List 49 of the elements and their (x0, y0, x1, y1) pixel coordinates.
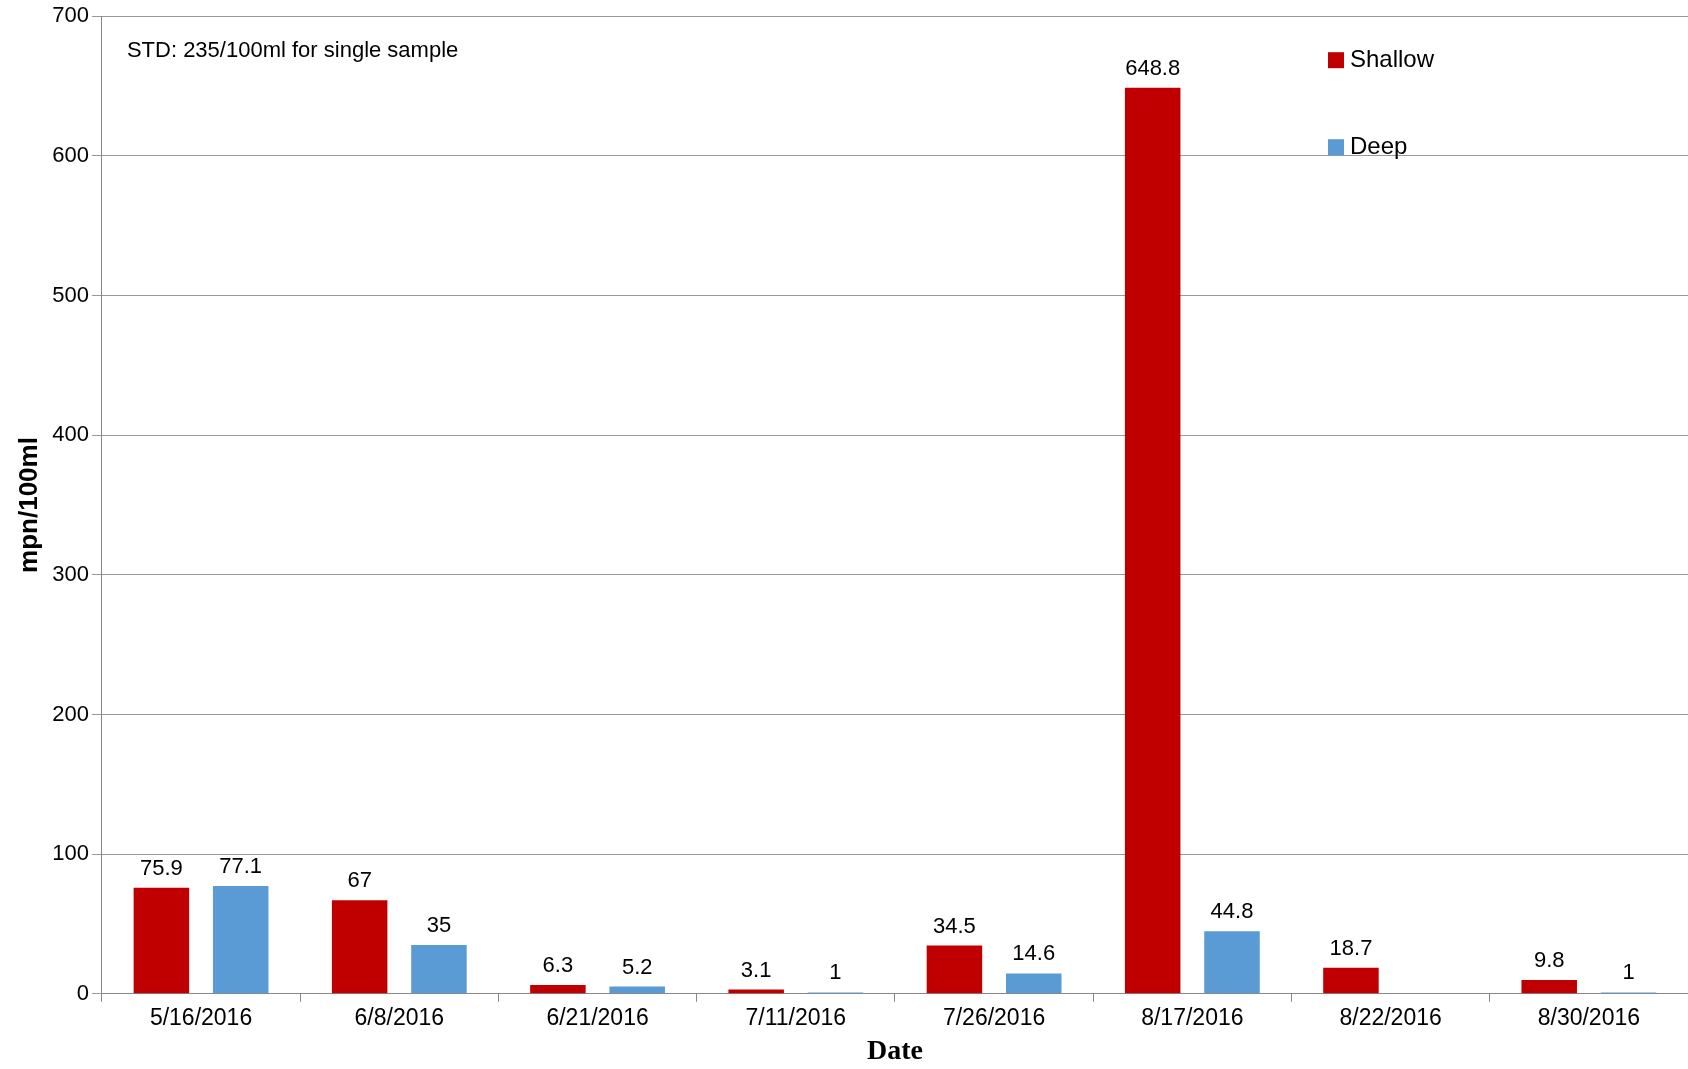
y-tick-label: 400 (52, 421, 89, 447)
data-label: 9.8 (1533, 947, 1565, 973)
data-label: 1 (1622, 959, 1635, 985)
bar (530, 985, 586, 994)
x-tick-label: 8/17/2016 (1141, 1003, 1244, 1030)
x-tick-label: 8/22/2016 (1339, 1003, 1442, 1030)
bar (1521, 980, 1577, 994)
bar (331, 900, 388, 994)
bar (1005, 973, 1062, 994)
bar (133, 887, 190, 994)
bar (1323, 967, 1379, 994)
data-label: 648.8 (1125, 54, 1181, 80)
y-axis-title: mpn/100ml (12, 437, 43, 573)
data-label: 3.1 (740, 956, 772, 982)
y-tick-label: 300 (52, 560, 89, 586)
data-label: 44.8 (1210, 898, 1254, 924)
data-label: 75.9 (139, 854, 183, 880)
data-label: 1 (829, 959, 842, 985)
x-tick-label: 6/21/2016 (546, 1003, 649, 1030)
x-tick-label: 5/16/2016 (149, 1003, 253, 1030)
bar (212, 886, 269, 994)
y-tick-label: 100 (52, 840, 89, 866)
legend-label: Shallow (1350, 44, 1435, 72)
data-label: 5.2 (621, 953, 653, 979)
bar (411, 944, 467, 994)
data-label: 77.1 (219, 853, 263, 879)
y-tick-label: 200 (52, 700, 89, 726)
data-label: 6.3 (542, 952, 574, 978)
data-label: 18.7 (1329, 934, 1373, 960)
bar (926, 945, 983, 994)
y-tick-label: 500 (52, 281, 89, 307)
x-tick-label: 8/30/2016 (1537, 1003, 1641, 1030)
x-tick-label: 7/26/2016 (942, 1003, 1046, 1030)
data-label: 67 (347, 867, 372, 893)
legend-label: Deep (1350, 131, 1408, 159)
x-tick-label: 7/11/2016 (745, 1003, 847, 1030)
y-tick-label: 0 (76, 979, 89, 1005)
data-label: 34.5 (933, 912, 976, 938)
data-label: 14.6 (1012, 940, 1056, 966)
y-tick-label: 700 (52, 2, 89, 28)
bar (1204, 931, 1260, 994)
data-label: 35 (426, 911, 452, 937)
x-axis-title: Date (866, 1034, 923, 1066)
bar (728, 989, 784, 994)
y-tick-label: 600 (52, 141, 89, 167)
bar (609, 986, 665, 994)
annotation: STD: 235/100ml for single sample (126, 37, 459, 63)
x-tick-label: 6/8/2016 (354, 1003, 445, 1030)
bar (1124, 87, 1181, 994)
